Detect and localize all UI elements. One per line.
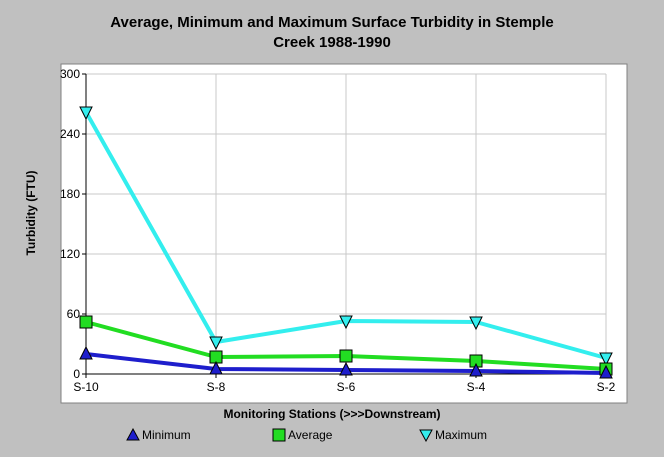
y-tick-label: 60	[67, 307, 81, 321]
data-point-average	[79, 315, 93, 329]
legend-label-minimum: Minimum	[142, 428, 191, 442]
square-icon	[272, 428, 286, 442]
data-point-maximum	[469, 316, 483, 331]
x-tick-label: S-8	[207, 380, 226, 394]
data-point-minimum	[209, 360, 223, 375]
chart-title-line-2: Creek 1988-1990	[273, 34, 391, 51]
x-tick-label: S-6	[337, 380, 356, 394]
x-tick-label: S-10	[73, 380, 99, 394]
legend-label-average: Average	[288, 428, 333, 442]
legend-label-maximum: Maximum	[435, 428, 488, 442]
data-point-minimum	[79, 345, 93, 360]
x-tick-label: S-4	[467, 380, 486, 394]
chart-title-line-1: Average, Minimum and Maximum Surface Tur…	[110, 14, 554, 31]
data-point-minimum	[599, 364, 613, 379]
y-axis-label: Turbidity (FTU)	[24, 170, 38, 256]
data-point-maximum	[599, 352, 613, 367]
data-point-minimum	[469, 362, 483, 377]
y-tick-label: 180	[60, 187, 80, 201]
data-point-average	[339, 349, 353, 363]
data-point-maximum	[79, 106, 93, 121]
y-tick-label: 240	[60, 127, 80, 141]
triangle-down-icon	[419, 429, 433, 442]
y-tick-label: 0	[73, 367, 80, 381]
y-tick-label: 300	[60, 67, 80, 81]
y-tick-label: 120	[60, 247, 80, 261]
data-point-minimum	[339, 361, 353, 376]
data-point-maximum	[209, 336, 223, 351]
triangle-up-icon	[126, 428, 140, 441]
x-axis-label: Monitoring Stations (>>>Downstream)	[223, 407, 441, 421]
x-tick-label: S-2	[597, 380, 616, 394]
data-point-maximum	[339, 315, 353, 330]
